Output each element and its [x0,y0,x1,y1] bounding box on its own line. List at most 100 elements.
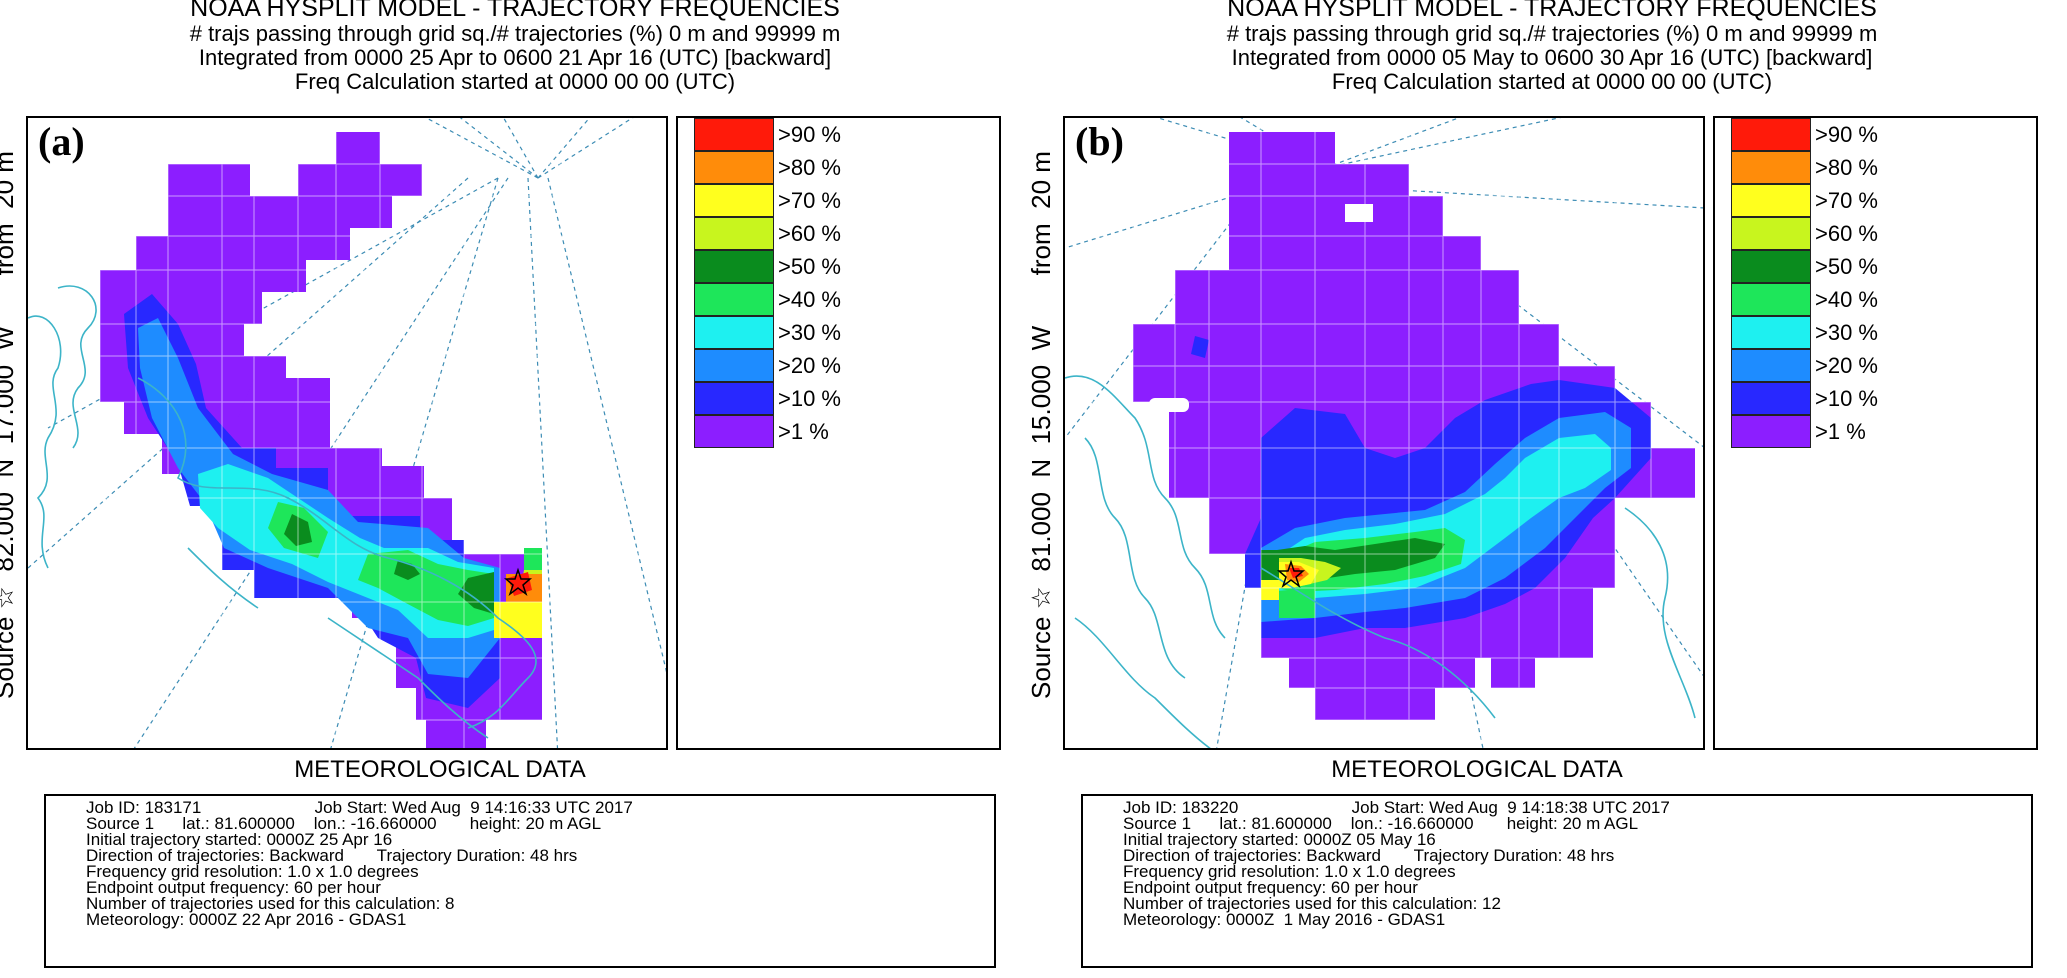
legend-swatch [1731,250,1811,283]
cell-grid [1065,118,1703,748]
edge-cell [1261,600,1279,620]
legend-item: >70 % [694,184,841,217]
legend-swatch [694,316,774,349]
edge-cell [1261,580,1279,600]
legend-swatch [1731,283,1811,316]
legend-label: >10 % [1815,385,1878,411]
hysplit-figure-b: NOAA HYSPLIT MODEL - TRAJECTORY FREQUENC… [1026,0,2067,978]
legend-label: >1 % [1815,418,1866,444]
figure-subtitle-integration: Integrated from 0000 05 May to 0600 30 A… [1231,45,1873,70]
legend-item: >10 % [694,382,841,415]
info-line: Endpoint output frequency: 60 per hour [86,878,381,897]
legend-label: >50 % [1815,253,1878,279]
legend-swatch [694,184,774,217]
legend-item: >20 % [694,349,841,382]
figure-subtitle-levels: # trajs passing through grid sq./# traje… [189,21,841,46]
trajectory-frequency-map: (b) [1063,116,1705,750]
frequency-legend: >90 % >80 % >70 % >60 % >50 % >40 % >30 … [1713,116,2038,750]
legend-item: >50 % [1731,250,1878,283]
figure-subtitle-freq: Freq Calculation started at 0000 00 00 (… [1331,69,1773,94]
job-info-box: Job ID: 183220 Job Start: Wed Aug 9 14:1… [1081,794,2033,968]
frequency-legend: >90 % >80 % >70 % >60 % >50 % >40 % >30 … [676,116,1001,750]
legend-swatch [1731,349,1811,382]
info-line: Direction of trajectories: Backward Traj… [86,846,578,865]
frequency-cells [1133,132,1695,720]
legend-item: >30 % [694,316,841,349]
legend-label: >20 % [1815,352,1878,378]
source-star-icon [503,567,533,597]
legend-swatch [1731,415,1811,448]
info-line: Frequency grid resolution: 1.0 x 1.0 deg… [1123,862,1456,881]
legend-swatch [694,151,774,184]
legend-item: >60 % [694,217,841,250]
source-star-icon [1276,559,1306,589]
info-line: Job ID: 183171 Job Start: Wed Aug 9 14:1… [86,798,633,817]
legend-label: >30 % [1815,319,1878,345]
legend-item: >90 % [1731,118,1878,151]
legend-label: >50 % [778,253,841,279]
job-info-box: Job ID: 183171 Job Start: Wed Aug 9 14:1… [44,794,996,968]
legend-item: >20 % [1731,349,1878,382]
empty-cell [1345,204,1373,222]
legend-item: >80 % [694,151,841,184]
legend-label: >40 % [778,286,841,312]
figure-subtitle-freq: Freq Calculation started at 0000 00 00 (… [294,69,736,94]
frequency-cells [100,132,542,748]
legend-swatch [1731,217,1811,250]
figure-title: NOAA HYSPLIT MODEL - TRAJECTORY FREQUENC… [190,0,840,22]
legend-label: >80 % [1815,154,1878,180]
legend-swatch [694,118,774,151]
legend-item: >90 % [694,118,841,151]
coastline [28,285,537,739]
info-line: Frequency grid resolution: 1.0 x 1.0 deg… [86,862,419,881]
source-location-label: Source ☆ 82.000 N 17.000 W from 20 m [0,151,19,699]
legend-label: >40 % [1815,286,1878,312]
legend-swatch [1731,316,1811,349]
freq-region-gt50b [394,560,420,580]
info-line: Source 1 lat.: 81.600000 lon.: -16.66000… [86,814,602,833]
hysplit-figure-a: NOAA HYSPLIT MODEL - TRAJECTORY FREQUENC… [0,0,1030,978]
panel-letter: (a) [38,119,85,164]
coastline [1065,375,1696,748]
legend-swatch [694,283,774,316]
figure-title: NOAA HYSPLIT MODEL - TRAJECTORY FREQUENC… [1227,0,1877,22]
legend-label: >70 % [778,187,841,213]
freq-region-gt50c [458,572,494,614]
legend-label: >1 % [778,418,829,444]
legend-item: >60 % [1731,217,1878,250]
legend-item: >30 % [1731,316,1878,349]
legend-label: >70 % [1815,187,1878,213]
source-location-label: Source ☆ 81.000 N 15.000 W from 20 m [1026,151,1056,699]
info-line: Initial trajectory started: 0000Z 25 Apr… [86,830,393,849]
legend-label: >20 % [778,352,841,378]
freq-region-gt40b [358,550,494,626]
legend-label: >60 % [1815,220,1878,246]
legend-swatch [694,382,774,415]
trajectory-frequency-map: (a) [26,116,668,750]
legend-label: >60 % [778,220,841,246]
legend-swatch [1731,382,1811,415]
legend-label: >30 % [778,319,841,345]
freq-region-gt1b [238,378,330,448]
info-line: Initial trajectory started: 0000Z 05 May… [1123,830,1436,849]
info-line: Meteorology: 0000Z 1 May 2016 - GDAS1 [1123,910,1446,929]
edge-cell [1261,550,1279,580]
info-line: Number of trajectories used for this cal… [1123,894,1501,913]
legend-item: >40 % [694,283,841,316]
legend-label: >90 % [1815,121,1878,147]
legend-label: >90 % [778,121,841,147]
empty-cell [1149,398,1189,412]
legend-item: >70 % [1731,184,1878,217]
meteorological-data-label: METEOROLOGICAL DATA [294,756,586,783]
legend-swatch [694,217,774,250]
meteorological-data-label: METEOROLOGICAL DATA [1331,756,1623,783]
legend-item: >1 % [1731,415,1866,448]
legend-label: >80 % [778,154,841,180]
freq-region-gt70 [494,602,542,638]
legend-item: >1 % [694,415,829,448]
freq-region-gt90 [508,572,532,596]
info-line: Source 1 lat.: 81.600000 lon.: -16.66000… [1123,814,1639,833]
cell-grid [28,118,666,748]
legend-item: >40 % [1731,283,1878,316]
freq-cell-gt40-edge [524,548,542,570]
